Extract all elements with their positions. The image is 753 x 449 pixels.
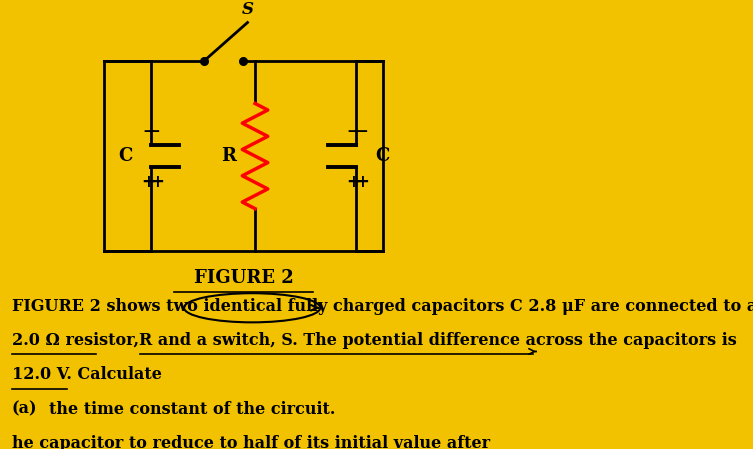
Text: he capacitor to reduce to half of its initial value after: he capacitor to reduce to half of its in… xyxy=(11,435,489,449)
Text: C: C xyxy=(118,147,133,165)
Text: −: − xyxy=(148,123,160,139)
Text: C: C xyxy=(375,147,389,165)
Text: the time constant of the circuit.: the time constant of the circuit. xyxy=(49,401,336,418)
Text: +: + xyxy=(346,173,360,191)
Text: FIGURE 2 shows two identical fully charged capacitors C 2.8 μF are connected to : FIGURE 2 shows two identical fully charg… xyxy=(11,298,753,315)
Text: −: − xyxy=(142,123,155,139)
Text: R: R xyxy=(221,147,236,165)
Text: (a): (a) xyxy=(11,401,37,418)
Text: −: − xyxy=(346,123,359,139)
Text: S: S xyxy=(242,1,254,18)
Text: −: − xyxy=(355,123,368,139)
Text: 12.0 V. Calculate: 12.0 V. Calculate xyxy=(11,366,161,383)
Text: +: + xyxy=(142,173,155,191)
Text: 2.0 Ω resistor,R and a switch, S. The potential difference across the capacitors: 2.0 Ω resistor,R and a switch, S. The po… xyxy=(11,332,736,349)
Text: FIGURE 2: FIGURE 2 xyxy=(194,269,294,287)
Text: +: + xyxy=(150,173,164,191)
Text: +: + xyxy=(355,173,369,191)
